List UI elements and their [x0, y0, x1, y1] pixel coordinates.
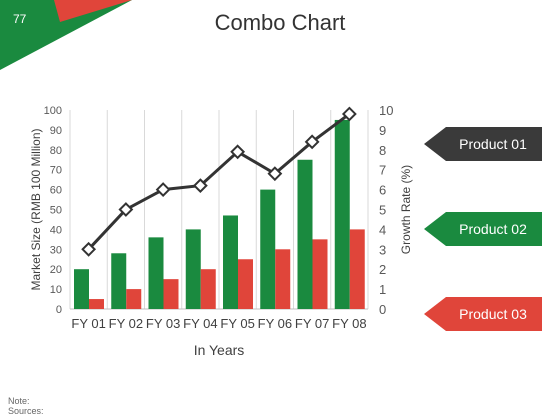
y2-tick-label: 10	[379, 103, 393, 118]
arrow-left-icon	[424, 127, 542, 161]
y-axis-title: Market Size (RMB 100 Million)	[29, 128, 43, 290]
bar	[334, 119, 350, 309]
x-tick-label: FY 02	[109, 316, 143, 331]
x-tick-label: FY 05	[220, 316, 254, 331]
footer-notes: Note: Sources:	[8, 396, 44, 416]
line-point	[304, 134, 320, 150]
arrow-left-icon	[424, 212, 542, 246]
bar	[126, 289, 142, 309]
y2-tick-label: 2	[379, 262, 386, 277]
y2-tick-label: 5	[379, 203, 386, 218]
tag-shape	[424, 297, 542, 331]
legend-tag-label: Product 02	[459, 221, 527, 237]
y2-tick-label: 7	[379, 163, 386, 178]
line-point	[192, 178, 208, 194]
x-tick-label: FY 07	[295, 316, 329, 331]
y2-axis-title: Growth Rate (%)	[399, 165, 413, 254]
bar	[74, 269, 89, 309]
bar	[89, 299, 104, 309]
bar	[297, 159, 313, 309]
y-tick-label: 90	[50, 125, 62, 137]
y-tick-label: 30	[50, 244, 62, 256]
x-tick-label: FY 01	[71, 316, 105, 331]
bar	[111, 253, 127, 309]
tag-shape	[424, 212, 542, 246]
y2-tick-label: 0	[379, 302, 386, 317]
bar	[349, 229, 365, 309]
bar	[238, 259, 253, 309]
tag-shape	[424, 127, 542, 161]
bar	[163, 279, 179, 309]
legend-tag-product-01: Product 01	[424, 127, 542, 161]
x-tick-label: FY 04	[183, 316, 217, 331]
legend-tag-label: Product 01	[459, 136, 527, 152]
legend-tag-label: Product 03	[459, 306, 527, 322]
legend-tag-product-03: Product 03	[424, 297, 542, 331]
bar	[260, 189, 276, 309]
y2-tick-label: 1	[379, 282, 386, 297]
y2-tick-label: 6	[379, 183, 386, 198]
y-tick-label: 50	[50, 205, 62, 217]
x-tick-label: FY 08	[332, 316, 366, 331]
line-point	[230, 144, 246, 160]
line-point	[118, 202, 134, 217]
line-point	[267, 166, 283, 182]
bar	[312, 239, 328, 309]
y-tick-label: 10	[50, 284, 62, 296]
corner-decoration	[0, 0, 132, 70]
line-point	[341, 106, 357, 122]
y2-tick-label: 3	[379, 242, 386, 257]
page-title: Combo Chart	[214, 10, 346, 35]
y-tick-label: 80	[50, 145, 62, 157]
line-point	[81, 241, 97, 257]
arrow-left-icon	[424, 297, 542, 331]
y-tick-label: 20	[50, 264, 62, 276]
y-tick-label: 0	[56, 304, 62, 316]
line-point	[155, 182, 171, 198]
y2-tick-label: 4	[379, 222, 386, 237]
legend-tag-product-02: Product 02	[424, 212, 542, 246]
note-label: Note:	[8, 396, 30, 406]
bar	[185, 229, 201, 309]
y-tick-label: 100	[44, 105, 62, 117]
x-axis-title: In Years	[194, 342, 245, 358]
y2-tick-label: 8	[379, 143, 386, 158]
bar	[200, 269, 216, 309]
x-tick-label: FY 03	[146, 316, 180, 331]
y-tick-label: 40	[50, 224, 62, 236]
slide-number: 77	[13, 12, 27, 26]
y2-tick-label: 9	[379, 123, 386, 138]
y-tick-label: 60	[50, 185, 62, 197]
bar	[275, 249, 291, 309]
bar	[223, 215, 238, 309]
growth-line	[87, 112, 351, 251]
sources-label: Sources:	[8, 406, 44, 416]
y-tick-label: 70	[50, 165, 62, 177]
x-tick-label: FY 06	[258, 316, 292, 331]
bar	[148, 237, 164, 309]
